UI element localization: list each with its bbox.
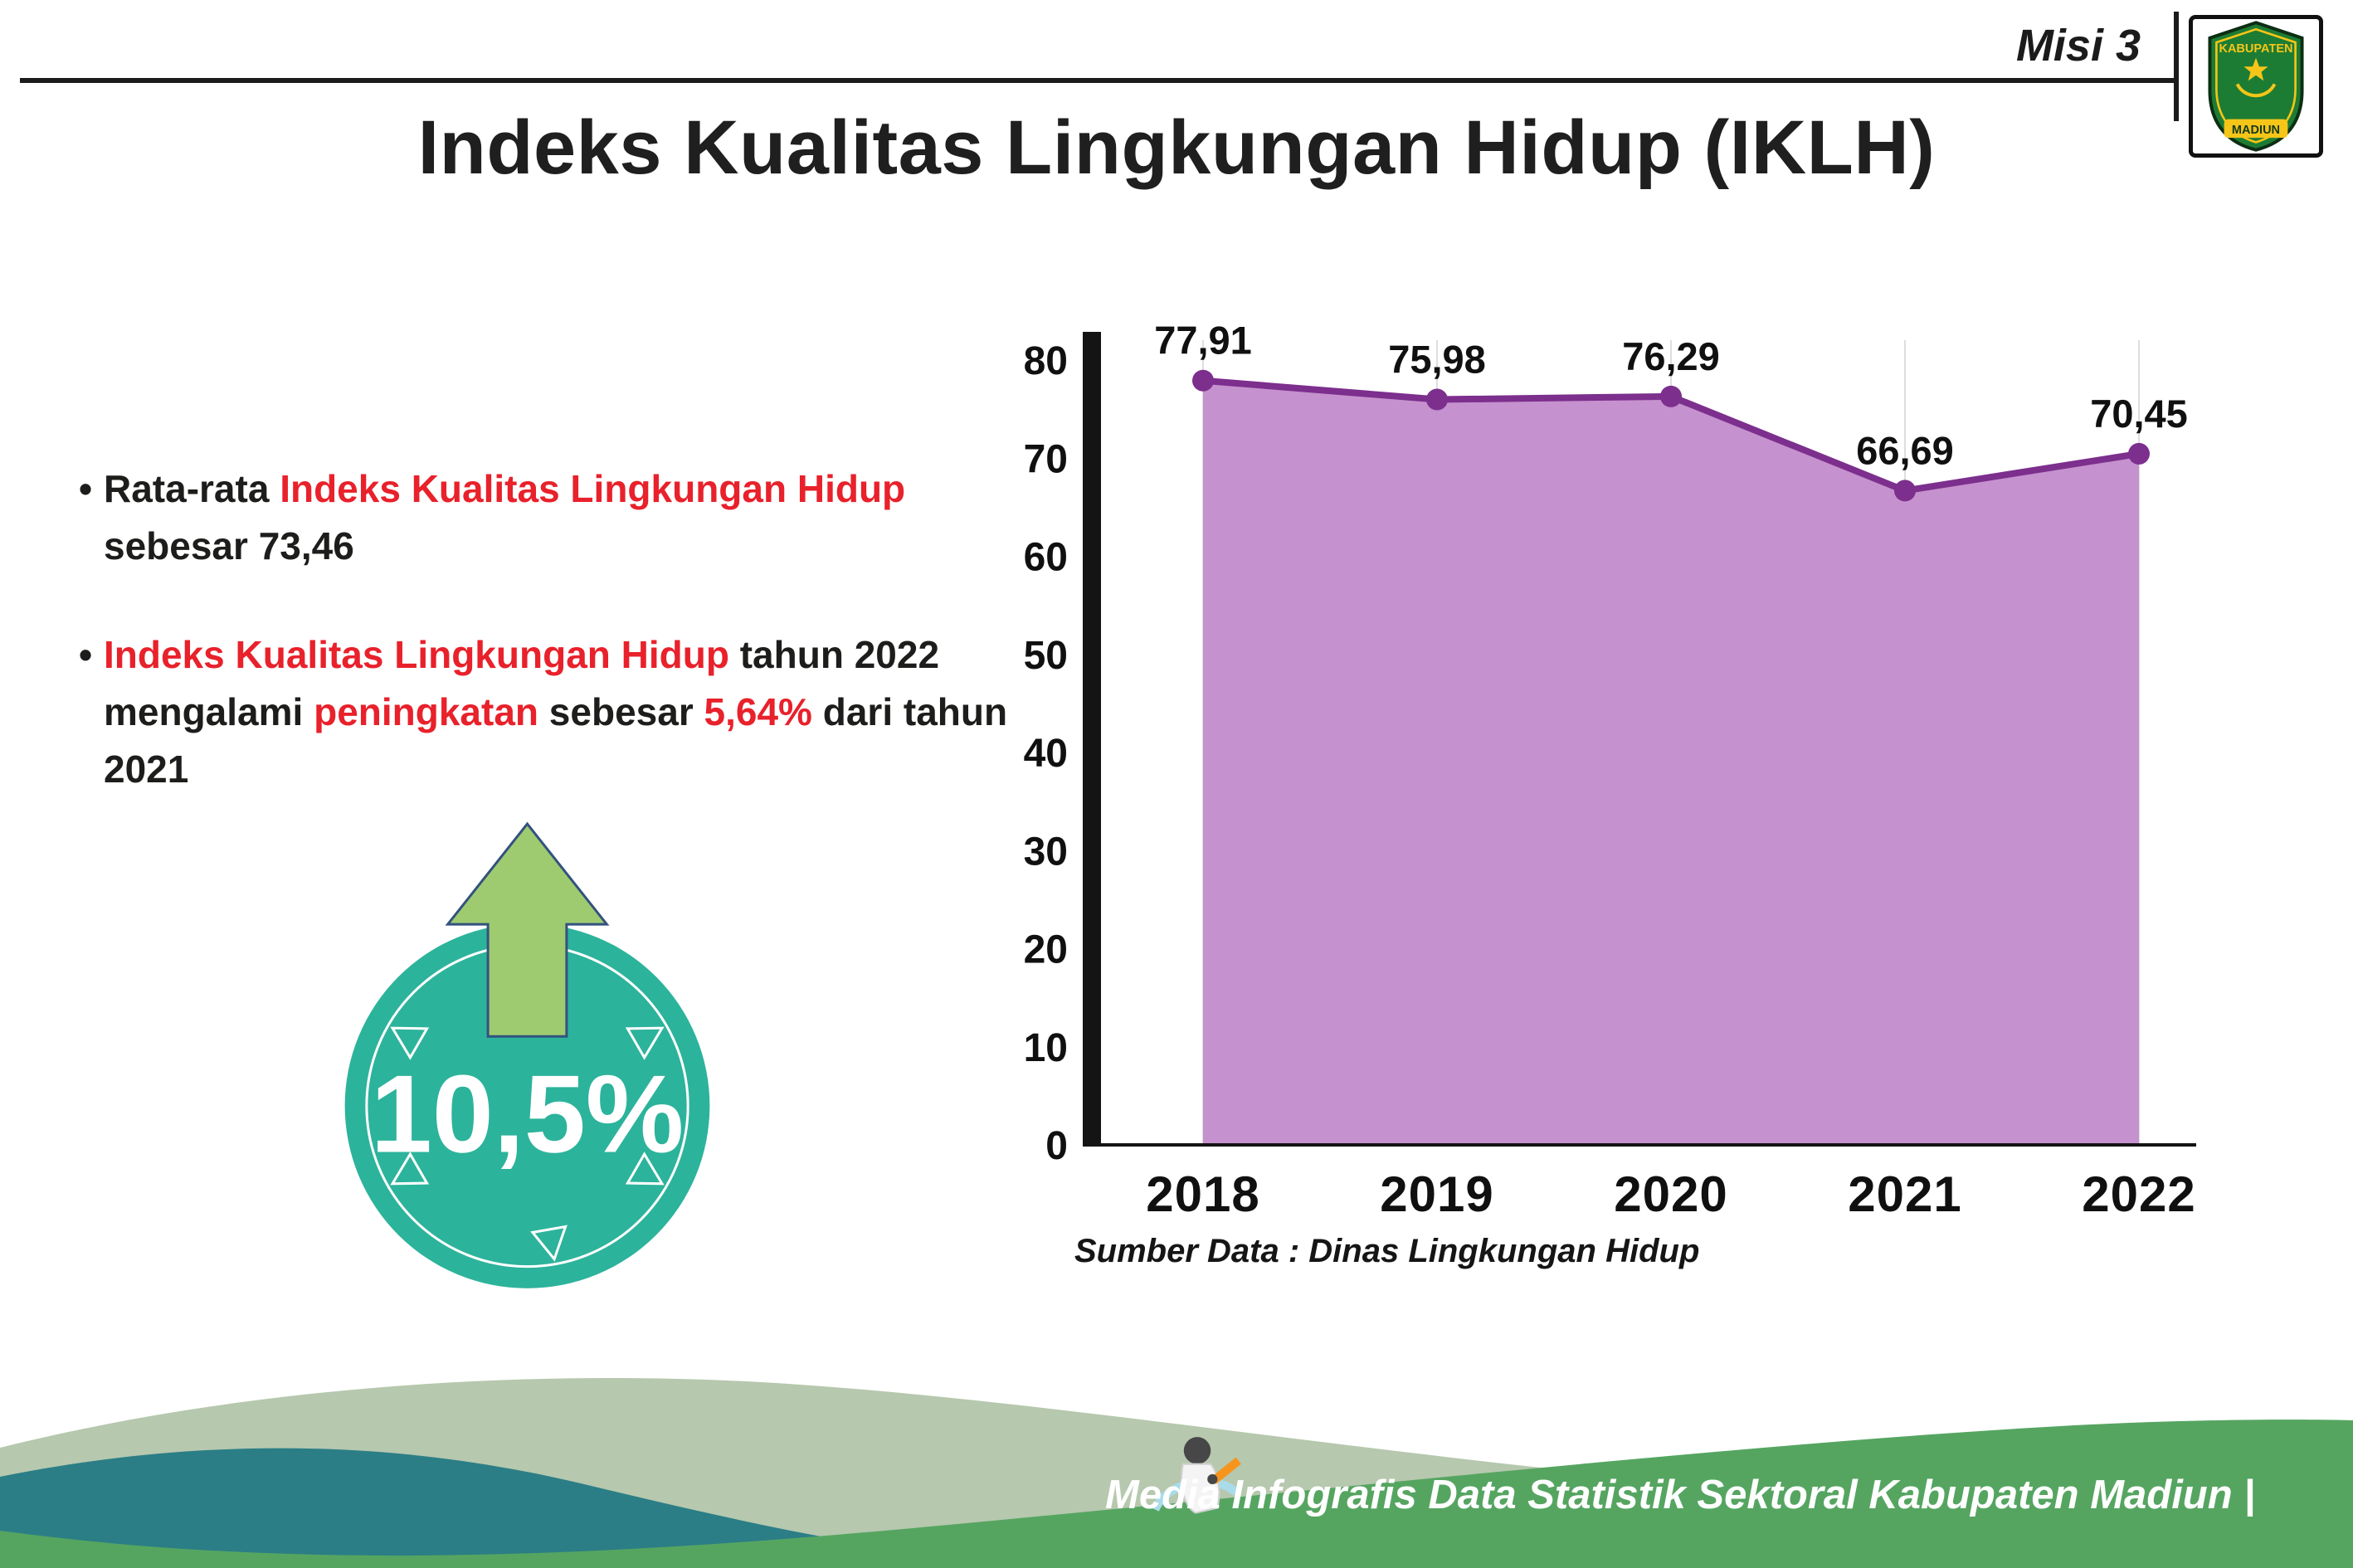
point-value-label: 75,98 [1388, 338, 1486, 382]
increase-badge: 10,5% [314, 817, 741, 1303]
badge-percentage: 10,5% [371, 1052, 684, 1176]
point-value-label: 70,45 [2090, 392, 2188, 436]
y-tick-label: 50 [1024, 634, 1068, 678]
bullet1-text: Rata-rata [104, 467, 280, 510]
data-point [1426, 388, 1448, 411]
kabupaten-madiun-logo: KABUPATEN MADIUN [2189, 15, 2323, 158]
bullet-increase-2022: Indeks Kualitas Lingkungan Hidup tahun 2… [79, 626, 1012, 798]
point-value-label: 76,29 [1622, 334, 1720, 378]
bullet2-text-1: tahun 2022 mengalami [104, 633, 940, 733]
page-title: Indeks Kualitas Lingkungan Hidup (IKLH) [417, 105, 1936, 190]
crest-star-icon [2243, 57, 2268, 81]
y-tick-label: 30 [1024, 830, 1068, 874]
x-tick-label: 2022 [2082, 1166, 2195, 1222]
logo-frame-line [2174, 12, 2179, 121]
badge-circle [344, 923, 710, 1288]
crest-ribbon [2224, 119, 2288, 139]
y-tick-label: 10 [1024, 1026, 1068, 1070]
bullet2-highlight-2: peningkatan [314, 690, 539, 733]
madiun-crest-icon: KABUPATEN MADIUN [2208, 21, 2304, 152]
bullet1-text-end: sebesar 73,46 [104, 524, 354, 567]
increase-badge-graphic: 10,5% [344, 821, 710, 1288]
y-axis [1083, 332, 1101, 1145]
area-fill [1203, 380, 2139, 1145]
bullet2-highlight-3: 5,64% [704, 690, 812, 733]
point-value-label: 77,91 [1154, 319, 1252, 363]
writer-mascot-icon [1151, 1437, 1241, 1514]
mascot-head [1183, 1437, 1211, 1464]
key-points-list: Rata-rata Indeks Kualitas Lingkungan Hid… [79, 460, 1012, 850]
y-tick-label: 70 [1024, 437, 1068, 481]
crest-inner-border [2215, 27, 2297, 144]
up-arrow-icon [445, 821, 610, 1038]
y-tick-label: 20 [1024, 928, 1068, 972]
y-tick-label: 40 [1024, 732, 1068, 776]
y-tick-label: 80 [1024, 339, 1068, 383]
mascot-pencil [1211, 1457, 1241, 1485]
data-point [2128, 442, 2150, 465]
header-divider [20, 78, 2177, 83]
iklh-area-chart: 0 10 20 30 40 50 60 70 80 2018 2019 2020 2021 2022 77,… [1024, 319, 2196, 1222]
bullet2-text-2: sebesar [538, 690, 704, 733]
bullet1-highlight: Indeks Kualitas Lingkungan Hidup [280, 467, 906, 510]
x-tick-label: 2021 [1848, 1166, 1961, 1222]
footer-band: Media Infografis Data Statistik Sektoral… [0, 1336, 2353, 1568]
bullet2-highlight-1: Indeks Kualitas Lingkungan Hidup [104, 633, 729, 676]
badge-triangle-ornaments [390, 1026, 665, 1262]
bullet2-text-3: dari tahun 2021 [104, 690, 1008, 791]
crest-text-kabupaten: KABUPATEN [2219, 42, 2292, 56]
y-tick-label: 0 [1045, 1124, 1068, 1168]
iklh-chart-section: 0 10 20 30 40 50 60 70 80 2018 2019 2020 2021 2022 77,… [1008, 290, 2253, 1270]
data-point [1660, 385, 1682, 407]
wave-green [0, 1419, 2353, 1568]
misi-label: Misi 3 [2015, 21, 2141, 71]
data-point [1894, 480, 1916, 502]
data-point [1192, 369, 1214, 392]
chart-source-note: Sumber Data : Dinas Lingkungan Hidup [1074, 1233, 1700, 1269]
crest-text-madiun: MADIUN [2232, 124, 2280, 137]
crest-ornament [2235, 83, 2277, 98]
bullet-average-iklh: Rata-rata Indeks Kualitas Lingkungan Hid… [79, 460, 1012, 575]
mascot-hand [1207, 1473, 1218, 1485]
footer-waves [0, 1377, 2353, 1568]
point-value-label: 66,69 [1856, 428, 1954, 472]
x-tick-label: 2019 [1380, 1166, 1493, 1222]
crest-shield [2208, 21, 2304, 152]
y-tick-label: 60 [1024, 536, 1068, 580]
x-tick-label: 2020 [1614, 1166, 1727, 1222]
x-tick-label: 2018 [1146, 1166, 1259, 1222]
footer-credit: Media Infografis Data Statistik Sektoral… [1105, 1473, 2255, 1517]
